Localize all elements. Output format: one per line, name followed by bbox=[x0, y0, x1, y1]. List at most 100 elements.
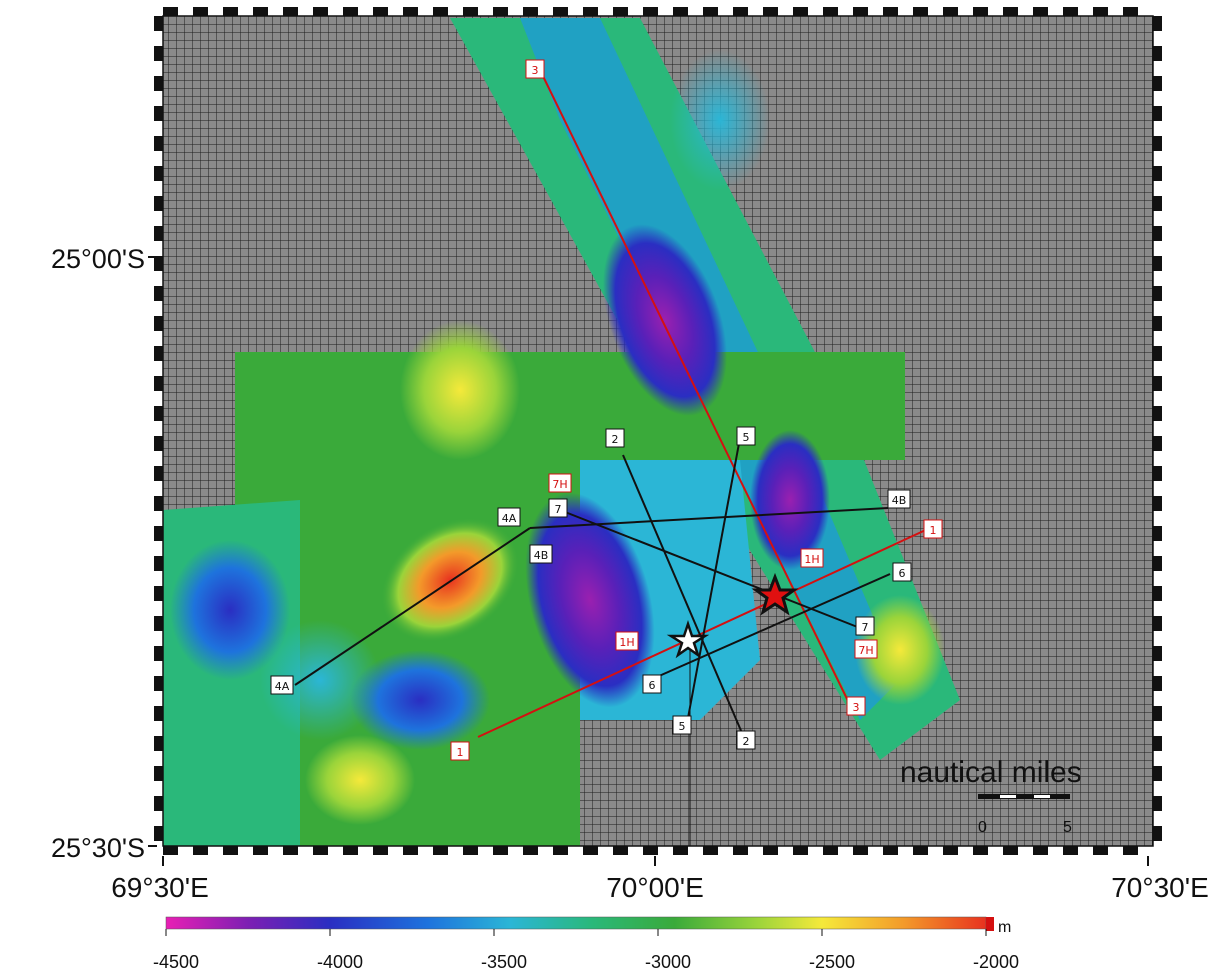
frame-segment bbox=[538, 846, 553, 855]
scale-bar: nautical miles 0 5 bbox=[900, 756, 1082, 836]
label-5-start: 5 bbox=[743, 431, 750, 444]
frame-segment bbox=[268, 846, 283, 855]
frame-segment bbox=[493, 7, 508, 16]
colorbar-gradient bbox=[165, 916, 987, 930]
frame-segment bbox=[154, 241, 163, 256]
frame-segment bbox=[313, 7, 328, 16]
frame-segment bbox=[1153, 301, 1162, 316]
frame-segment bbox=[508, 846, 523, 855]
frame-segment bbox=[763, 7, 778, 16]
frame-segment bbox=[658, 846, 673, 855]
lon-label-70-00: 70°00'E bbox=[606, 872, 704, 903]
frame-segment bbox=[1153, 196, 1162, 211]
scale-bar-title: nautical miles bbox=[900, 756, 1082, 789]
frame-segment bbox=[928, 846, 943, 855]
frame-segment bbox=[1003, 7, 1018, 16]
frame-segment bbox=[853, 846, 868, 855]
frame-segment bbox=[223, 7, 238, 16]
frame-segment bbox=[673, 846, 688, 855]
frame-segment bbox=[1153, 346, 1162, 361]
frame-segment bbox=[1063, 7, 1078, 16]
frame-segment bbox=[1153, 16, 1162, 31]
frame-segment bbox=[1153, 286, 1162, 301]
frame-segment bbox=[178, 846, 193, 855]
frame-segment bbox=[1138, 846, 1153, 855]
frame-segment bbox=[448, 846, 463, 855]
frame-segment bbox=[154, 511, 163, 526]
frame-segment bbox=[403, 846, 418, 855]
frame-segment bbox=[1138, 7, 1153, 16]
frame-segment bbox=[154, 526, 163, 541]
frame-segment bbox=[154, 256, 163, 271]
bathymetry-coverage bbox=[163, 18, 960, 846]
frame-segment bbox=[673, 7, 688, 16]
frame-segment bbox=[433, 7, 448, 16]
frame-segment bbox=[1093, 846, 1108, 855]
frame-segment bbox=[154, 376, 163, 391]
frame-segment bbox=[508, 7, 523, 16]
label-5-end: 5 bbox=[679, 720, 686, 733]
frame-segment bbox=[193, 7, 208, 16]
frame-segment bbox=[283, 846, 298, 855]
colorbar-tick: -4000 bbox=[317, 952, 363, 972]
frame-segment bbox=[1153, 466, 1162, 481]
frame-segment bbox=[1153, 481, 1162, 496]
frame-segment bbox=[988, 7, 1003, 16]
colorbar: m -4500 -4000 -3500 -3000 -2500 -2000 bbox=[153, 916, 1019, 972]
frame-segment bbox=[154, 466, 163, 481]
frame-segment bbox=[733, 7, 748, 16]
frame-segment bbox=[898, 7, 913, 16]
frame-segment bbox=[154, 346, 163, 361]
frame-segment bbox=[778, 846, 793, 855]
frame-segment bbox=[1153, 511, 1162, 526]
label-2-end: 2 bbox=[743, 735, 750, 748]
label-1-end: 1 bbox=[930, 524, 937, 537]
frame-segment bbox=[154, 586, 163, 601]
frame-segment bbox=[253, 846, 268, 855]
frame-segment bbox=[1153, 751, 1162, 766]
frame-segment bbox=[1033, 7, 1048, 16]
frame-segment bbox=[328, 846, 343, 855]
frame-segment bbox=[1123, 846, 1138, 855]
frame-segment bbox=[823, 846, 838, 855]
frame-segment bbox=[154, 601, 163, 616]
frame-segment bbox=[1153, 661, 1162, 676]
frame-segment bbox=[154, 361, 163, 376]
label-3-end: 3 bbox=[853, 701, 860, 714]
frame-segment bbox=[913, 846, 928, 855]
frame-segment bbox=[1153, 61, 1162, 76]
frame-segment bbox=[1153, 256, 1162, 271]
frame-segment bbox=[154, 46, 163, 61]
frame-segment bbox=[688, 7, 703, 16]
frame-segment bbox=[154, 691, 163, 706]
frame-segment bbox=[1108, 846, 1123, 855]
frame-segment bbox=[154, 436, 163, 451]
frame-segment bbox=[283, 7, 298, 16]
scale-tick-5: 5 bbox=[1063, 819, 1072, 836]
frame-segment bbox=[1078, 846, 1093, 855]
frame-segment bbox=[418, 7, 433, 16]
frame-segment bbox=[1078, 7, 1093, 16]
frame-segment bbox=[154, 751, 163, 766]
frame-segment bbox=[553, 846, 568, 855]
frame-segment bbox=[154, 826, 163, 841]
frame-segment bbox=[1153, 556, 1162, 571]
frame-segment bbox=[1153, 181, 1162, 196]
frame-segment bbox=[718, 846, 733, 855]
frame-segment bbox=[1153, 526, 1162, 541]
frame-segment bbox=[154, 286, 163, 301]
frame-segment bbox=[1153, 271, 1162, 286]
frame-segment bbox=[154, 781, 163, 796]
frame-segment bbox=[433, 846, 448, 855]
black-line-labels: 2 2 5 5 4A 4A 4B 4B 6 6 7 7 bbox=[270, 426, 912, 750]
frame-segment bbox=[748, 7, 763, 16]
deep-trough-south bbox=[525, 492, 655, 708]
frame-segment bbox=[154, 496, 163, 511]
survey-line-3 bbox=[539, 69, 851, 706]
frame-segment bbox=[154, 16, 163, 31]
frame-segment bbox=[1018, 7, 1033, 16]
frame-segment bbox=[1153, 676, 1162, 691]
frame-segment bbox=[1153, 781, 1162, 796]
frame-segment bbox=[658, 7, 673, 16]
frame-segment bbox=[238, 7, 253, 16]
